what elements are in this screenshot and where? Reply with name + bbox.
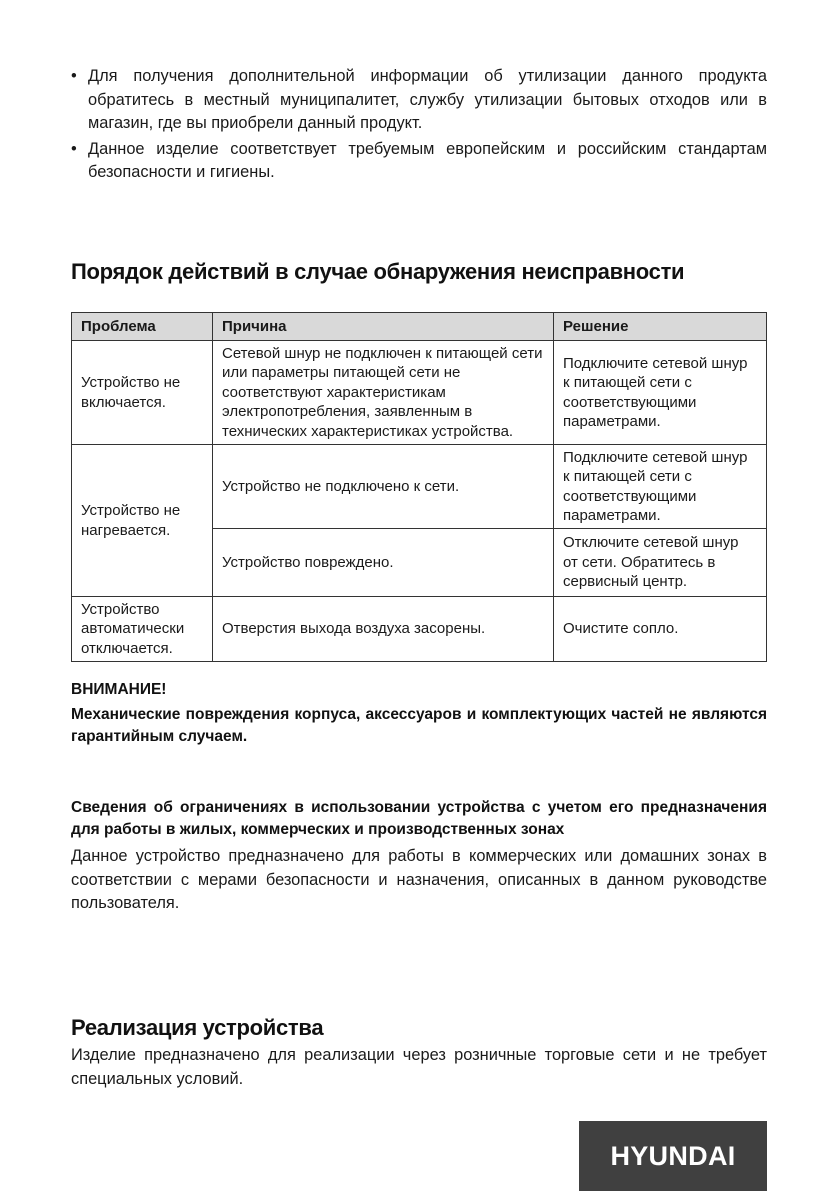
table-row: Устройство не включается. Сетевой шнур н… xyxy=(71,340,767,445)
header-solution: Решение xyxy=(553,312,767,341)
problem-cell: Устройство не нагревается. xyxy=(71,444,213,597)
cause-cell: Отверстия выхода воздуха засорены. xyxy=(212,596,554,662)
sales-text: Изделие предназначено для реализации чер… xyxy=(71,1046,767,1088)
table-row: Устройство не нагревается. Устройство не… xyxy=(71,444,767,597)
restrictions-text: Данное устройство предназначено для рабо… xyxy=(71,847,767,912)
table-row: Устройство повреждено. Отключите сетевой… xyxy=(72,528,767,597)
bullet-item: Для получения дополнительной информации … xyxy=(71,65,767,136)
bullet-item: Данное изделие соответствует требуемым е… xyxy=(71,138,767,185)
warning-block: ВНИМАНИЕ! Механические повреждения корпу… xyxy=(71,679,767,748)
problem-cell: Устройство не включается. xyxy=(71,340,213,445)
troubleshooting-table: Проблема Причина Решение Устройство не в… xyxy=(71,312,767,662)
restrictions-title: Сведения об ограничениях в использовании… xyxy=(71,799,767,838)
cause-cell: Сетевой шнур не подключен к питающей сет… xyxy=(212,340,554,445)
table-row: Устройство автоматически отключается. От… xyxy=(71,596,767,662)
warning-title: ВНИМАНИЕ! xyxy=(71,681,167,698)
cause-cell: Устройство повреждено. xyxy=(212,528,554,597)
troubleshooting-title: Порядок действий в случае обнаружения не… xyxy=(71,259,685,284)
solution-cell: Подключите сетевой шнур к питающей сети … xyxy=(553,444,767,529)
header-problem: Проблема xyxy=(71,312,213,341)
cause-cell: Устройство не подключено к сети. xyxy=(212,444,554,529)
solution-cell: Подключите сетевой шнур к питающей сети … xyxy=(553,340,767,445)
solution-cell: Очистите сопло. xyxy=(553,596,767,662)
disposal-bullets: Для получения дополнительной информации … xyxy=(71,65,767,185)
restrictions-block: Сведения об ограничениях в использовании… xyxy=(71,797,767,916)
header-cause: Причина xyxy=(212,312,554,341)
warning-text: Механические повреждения корпуса, аксесс… xyxy=(71,706,767,745)
sales-title: Реализация устройства xyxy=(71,1015,324,1040)
table-header-row: Проблема Причина Решение xyxy=(71,312,767,341)
hyundai-logo: HYUNDAI xyxy=(579,1121,767,1191)
solution-cell: Отключите сетевой шнур от сети. Обратите… xyxy=(553,528,767,597)
problem-cell: Устройство автоматически отключается. xyxy=(71,596,213,662)
